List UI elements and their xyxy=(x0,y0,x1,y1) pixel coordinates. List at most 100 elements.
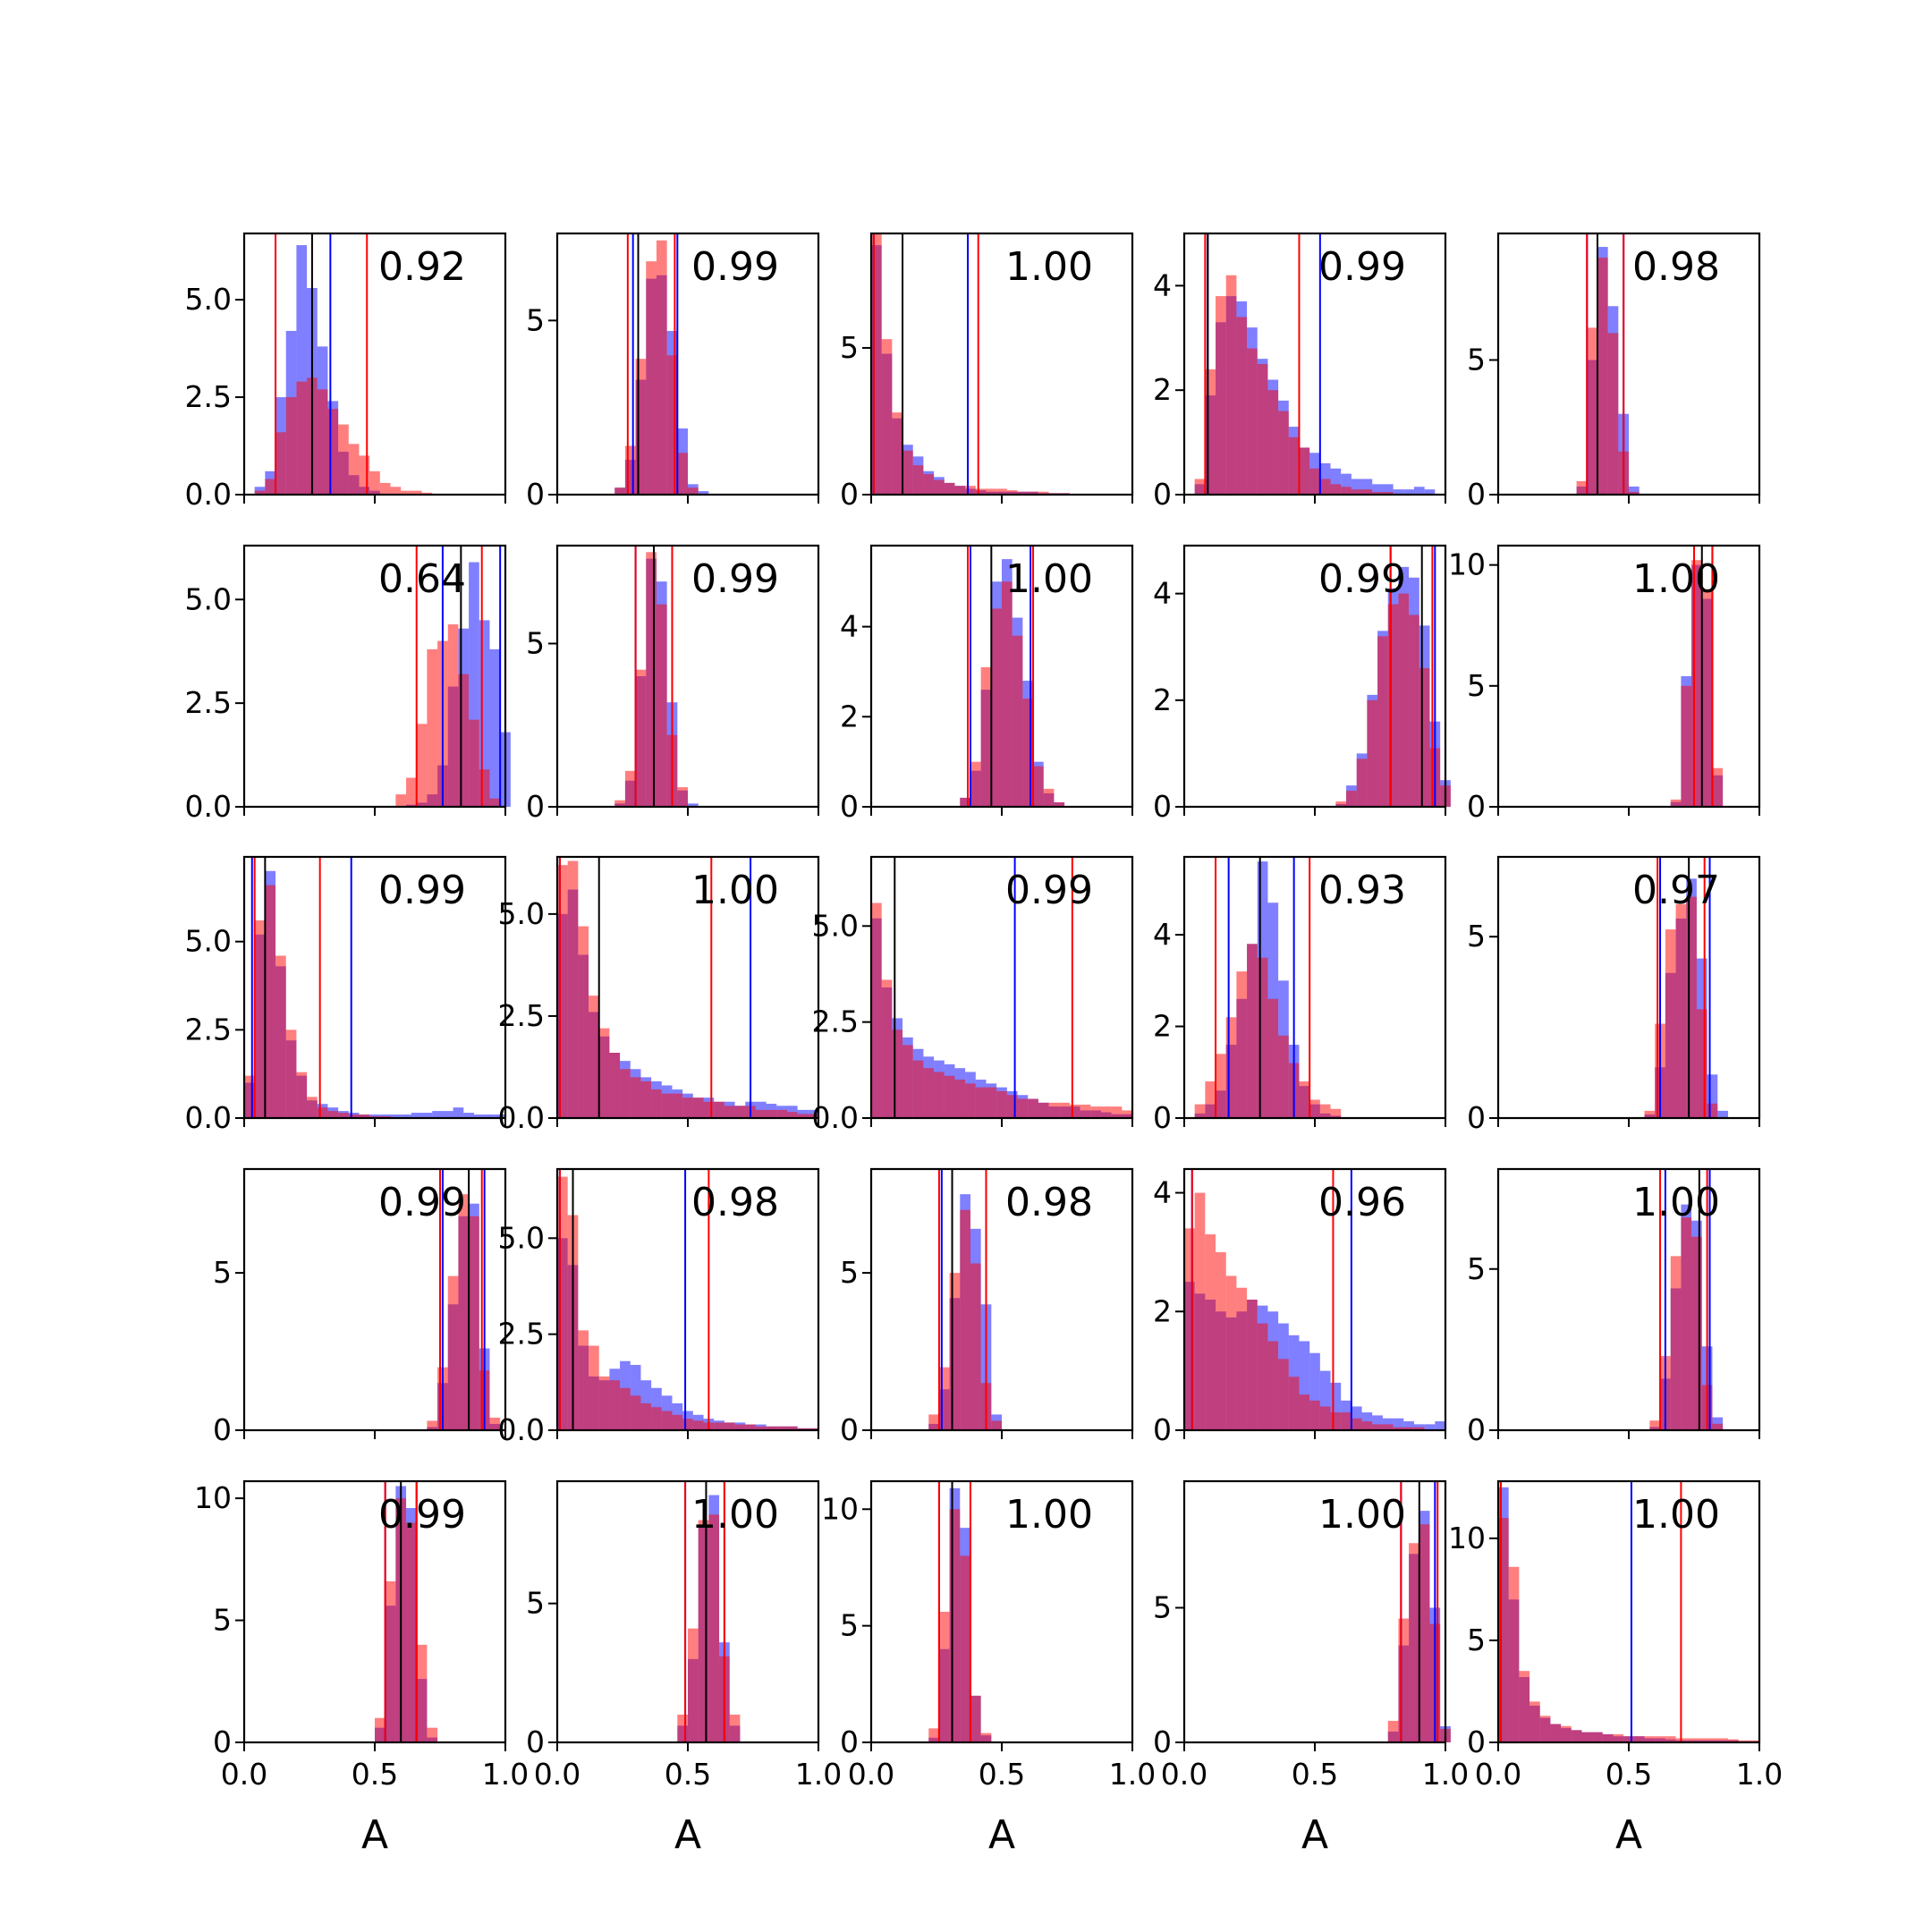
red-bar xyxy=(970,1695,981,1742)
blue-bar xyxy=(401,1114,411,1118)
red-bar xyxy=(1335,801,1347,807)
panel-4-2: 0.0 2.5 5.0 0.98 xyxy=(498,1167,820,1447)
y-tick-label: 0.0 xyxy=(185,477,232,512)
red-bar xyxy=(1006,490,1018,495)
y-tick-label: 5 xyxy=(526,626,545,661)
red-bar xyxy=(469,719,479,807)
red-bar xyxy=(317,389,328,495)
red-bar xyxy=(960,1555,970,1742)
red-bar xyxy=(902,450,913,495)
red-bar xyxy=(1257,364,1268,495)
red-bar xyxy=(1530,1701,1540,1743)
panel-2-3: 0 2 4 1.00 xyxy=(840,544,1134,824)
red-bar xyxy=(656,240,667,495)
red-bar xyxy=(359,455,370,495)
blue-bar xyxy=(495,1114,505,1118)
red-bar xyxy=(1319,479,1331,495)
red-bar xyxy=(1387,1720,1399,1742)
red-bar xyxy=(1665,1736,1676,1742)
red-bar xyxy=(892,1030,903,1118)
red-bar xyxy=(698,1520,709,1742)
red-bar xyxy=(1351,489,1362,495)
blue-bar xyxy=(379,1114,391,1118)
panel-4-4: 0 2 4 0.96 xyxy=(1153,1167,1447,1447)
red-bar xyxy=(557,1176,568,1430)
y-tick-label: 2.5 xyxy=(185,379,232,414)
x-axis-label: A xyxy=(1301,1812,1328,1858)
red-bar xyxy=(1508,1566,1520,1742)
red-bar xyxy=(1675,903,1687,1118)
panel-value-label: 0.93 xyxy=(1318,868,1406,913)
y-tick-label: 0 xyxy=(526,1724,545,1759)
red-bar xyxy=(808,1114,818,1118)
blue-bar xyxy=(1341,473,1352,495)
red-bar xyxy=(1749,1740,1759,1742)
red-bar xyxy=(458,1194,470,1430)
red-bar xyxy=(980,666,992,807)
panel-4-5: 051.00 xyxy=(1467,1167,1761,1447)
red-bar xyxy=(390,487,402,495)
blue-bar xyxy=(1424,489,1436,495)
red-bar xyxy=(635,359,647,495)
y-tick-label: 0 xyxy=(840,477,859,512)
y-tick-label: 0 xyxy=(840,789,859,824)
x-tick-label: 0.0 xyxy=(1475,1757,1521,1792)
panel-2-1: 0.0 2.5 5.0 0.64 xyxy=(185,544,511,824)
red-bar xyxy=(296,1072,308,1118)
y-tick-label: 10 xyxy=(1448,1521,1486,1555)
red-bar xyxy=(265,885,276,1118)
red-bar xyxy=(1236,1287,1248,1430)
y-tick-label: 0 xyxy=(1153,1412,1172,1447)
red-bar xyxy=(646,552,657,807)
x-tick-label: 1.0 xyxy=(482,1757,529,1792)
blue-bar xyxy=(489,648,501,807)
red-bar xyxy=(1707,1103,1718,1118)
red-bar xyxy=(682,1097,693,1118)
red-bar xyxy=(406,777,417,807)
y-tick-label: 5 xyxy=(213,1603,232,1638)
red-bar xyxy=(1613,1733,1624,1743)
panel-value-label: 0.98 xyxy=(1632,244,1720,290)
red-bar xyxy=(928,1728,939,1742)
x-tick-label: 0.0 xyxy=(1161,1757,1208,1792)
red-bar xyxy=(892,412,903,495)
red-bar xyxy=(776,1426,787,1430)
red-bar xyxy=(379,482,391,495)
y-tick-label: 5 xyxy=(840,1255,859,1290)
red-bar xyxy=(651,1407,662,1430)
red-bar xyxy=(1361,1421,1373,1430)
red-bar xyxy=(1236,317,1248,495)
red-bar xyxy=(1288,1377,1300,1430)
panel-value-label: 1.00 xyxy=(691,868,779,913)
x-tick-label: 0.5 xyxy=(1292,1757,1338,1792)
red-bar xyxy=(766,1109,777,1119)
panel-value-label: 0.99 xyxy=(1318,556,1406,602)
red-bar xyxy=(598,1028,610,1119)
red-bar xyxy=(1351,1418,1362,1430)
red-bar xyxy=(1247,944,1258,1118)
red-bar xyxy=(766,1426,777,1430)
y-tick-label: 5 xyxy=(840,330,859,365)
blue-bar xyxy=(432,1111,443,1118)
x-tick-label: 0.5 xyxy=(665,1757,711,1792)
blue-bar xyxy=(453,1107,464,1118)
red-bar xyxy=(692,1420,704,1430)
axes-frame xyxy=(242,1479,507,1744)
x-axis-label: A xyxy=(361,1812,388,1858)
red-bar xyxy=(1686,1738,1697,1742)
red-bar xyxy=(609,1053,621,1118)
red-bar xyxy=(1393,1427,1404,1430)
red-bar xyxy=(1299,1394,1310,1430)
blue-bar xyxy=(1330,468,1342,495)
y-tick-label: 5 xyxy=(526,302,545,337)
y-tick-label: 5 xyxy=(1467,1623,1486,1657)
y-tick-label: 0 xyxy=(1467,1724,1486,1759)
red-bar xyxy=(1309,468,1320,495)
red-bar xyxy=(1701,589,1713,807)
red-bar xyxy=(1043,788,1055,807)
blue-bar xyxy=(442,1111,453,1118)
red-bar xyxy=(1022,699,1034,807)
red-bar xyxy=(1225,1275,1237,1430)
y-tick-label: 0 xyxy=(1467,477,1486,512)
